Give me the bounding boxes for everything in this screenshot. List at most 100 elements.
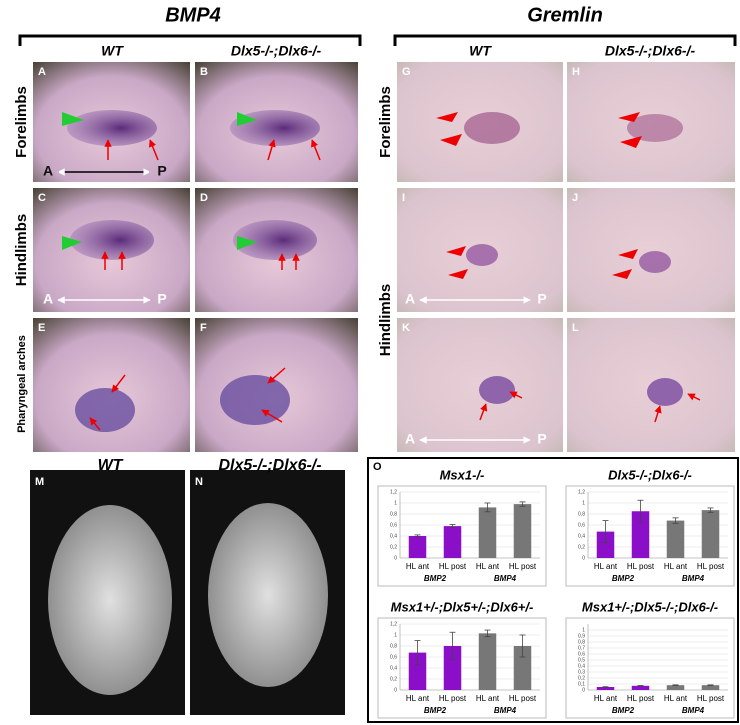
y-tick-label: 0,9 — [578, 633, 585, 639]
group-label: BMP4 — [494, 574, 517, 583]
x-tick-label: HL ant — [476, 694, 500, 703]
bar — [596, 687, 615, 690]
y-tick-label: 0,6 — [578, 651, 585, 657]
panel-letter: J — [572, 192, 578, 204]
y-tick-label: 0 — [394, 555, 397, 561]
y-tick-label: 1,2 — [578, 489, 585, 495]
y-tick-label: 1,2 — [390, 489, 397, 495]
bar — [513, 504, 532, 558]
y-tick-label: 1,2 — [390, 621, 397, 627]
panel-letter: G — [402, 66, 411, 78]
panel-letter: E — [38, 322, 45, 334]
panel-letter: B — [200, 66, 208, 78]
row-label: Pharyngeal arches — [16, 335, 28, 433]
group-label: BMP2 — [612, 574, 635, 583]
bar — [631, 511, 650, 558]
row-label: Forelimbs — [13, 86, 30, 158]
x-tick-label: HL post — [509, 694, 537, 703]
x-tick-label: HL ant — [406, 562, 430, 571]
x-tick-label: HL ant — [476, 562, 500, 571]
panel-letter: D — [200, 192, 208, 204]
y-tick-label: 0 — [582, 687, 585, 693]
axis-label: P — [537, 291, 546, 307]
chart-title: Msx1+/-;Dlx5+/-;Dlx6+/- — [391, 599, 534, 614]
x-tick-label: HL post — [627, 694, 655, 703]
axis-label: A — [43, 163, 53, 179]
x-tick-label: HL post — [439, 562, 467, 571]
bar — [478, 633, 497, 690]
x-tick-label: HL post — [627, 562, 655, 571]
y-tick-label: 0 — [582, 555, 585, 561]
column-label: Dlx5-/-;Dlx6-/- — [605, 43, 696, 59]
y-tick-label: 0,4 — [390, 665, 397, 671]
group-label: BMP2 — [424, 574, 447, 583]
x-tick-label: HL post — [509, 562, 537, 571]
panel-letter: N — [195, 476, 203, 488]
row-label: Hindlimbs — [377, 284, 394, 357]
chart-title: Msx1+/-;Dlx5-/-;Dlx6-/- — [582, 599, 718, 614]
panel-letter: F — [200, 322, 207, 334]
row-label: Hindlimbs — [13, 214, 30, 287]
y-tick-label: 0,7 — [578, 645, 585, 651]
bar — [701, 510, 720, 558]
y-tick-label: 0,8 — [390, 643, 397, 649]
axis-label: P — [537, 431, 546, 447]
panel-letters: A B C D E F G H I J K L M N O — [35, 66, 580, 488]
arrows — [89, 139, 701, 431]
panel-letter: K — [402, 322, 410, 334]
column-label: Dlx5-/-;Dlx6-/- — [231, 43, 322, 59]
group-label: BMP4 — [494, 706, 517, 715]
panel-letter: M — [35, 476, 44, 488]
y-tick-label: 0,3 — [578, 669, 585, 675]
column-label: WT — [101, 43, 124, 59]
group-label: BMP4 — [682, 574, 705, 583]
x-tick-label: HL ant — [664, 562, 688, 571]
column-label: WT — [98, 457, 124, 474]
y-tick-label: 0,4 — [578, 663, 585, 669]
panel-letter: I — [402, 192, 405, 204]
bar — [443, 526, 462, 558]
bar — [666, 685, 685, 690]
axis-label: P — [157, 291, 166, 307]
bar — [408, 652, 427, 690]
axis-arrows — [57, 168, 531, 444]
axis-label: A — [405, 431, 415, 447]
column-label: Dlx5-/-;Dlx6-/- — [218, 457, 321, 474]
y-tick-label: 0 — [394, 687, 397, 693]
panel-letter: O — [373, 461, 382, 473]
y-tick-label: 0,8 — [578, 511, 585, 517]
x-tick-label: HL post — [439, 694, 467, 703]
arrowheads — [62, 112, 257, 250]
y-tick-label: 0,2 — [390, 544, 397, 550]
bar — [478, 507, 497, 558]
x-tick-label: HL post — [697, 562, 725, 571]
bar — [408, 536, 427, 558]
chart-title: Msx1-/- — [440, 467, 485, 482]
panel-letter: H — [572, 66, 580, 78]
y-tick-label: 1 — [394, 500, 397, 506]
y-tick-label: 0,1 — [578, 681, 585, 687]
bar — [596, 531, 615, 558]
charts: Msx1-/- 0 0,2 0,4 0,6 0,8 1 1,2 HL ant HL post HL … — [377, 467, 735, 719]
y-tick-label: 0,2 — [578, 675, 585, 681]
arrowheads — [436, 112, 642, 279]
bracket — [393, 34, 737, 46]
y-tick-label: 0,8 — [390, 511, 397, 517]
y-tick-label: 1 — [582, 627, 585, 633]
group-label: BMP4 — [682, 706, 705, 715]
x-tick-label: HL ant — [594, 562, 618, 571]
y-tick-label: 0,4 — [578, 533, 585, 539]
chart-panel — [367, 457, 739, 723]
y-tick-label: 0,6 — [578, 522, 585, 528]
header: Gremlin — [527, 4, 603, 26]
y-tick-label: 1 — [394, 632, 397, 638]
y-tick-label: 1 — [582, 500, 585, 506]
axis-label: P — [157, 163, 166, 179]
panel-letter: A — [38, 66, 46, 78]
x-tick-label: HL ant — [664, 694, 688, 703]
y-tick-label: 0,2 — [390, 676, 397, 682]
axis-label: A — [43, 291, 53, 307]
row-label: Forelimbs — [377, 86, 394, 158]
y-tick-label: 0,4 — [390, 533, 397, 539]
